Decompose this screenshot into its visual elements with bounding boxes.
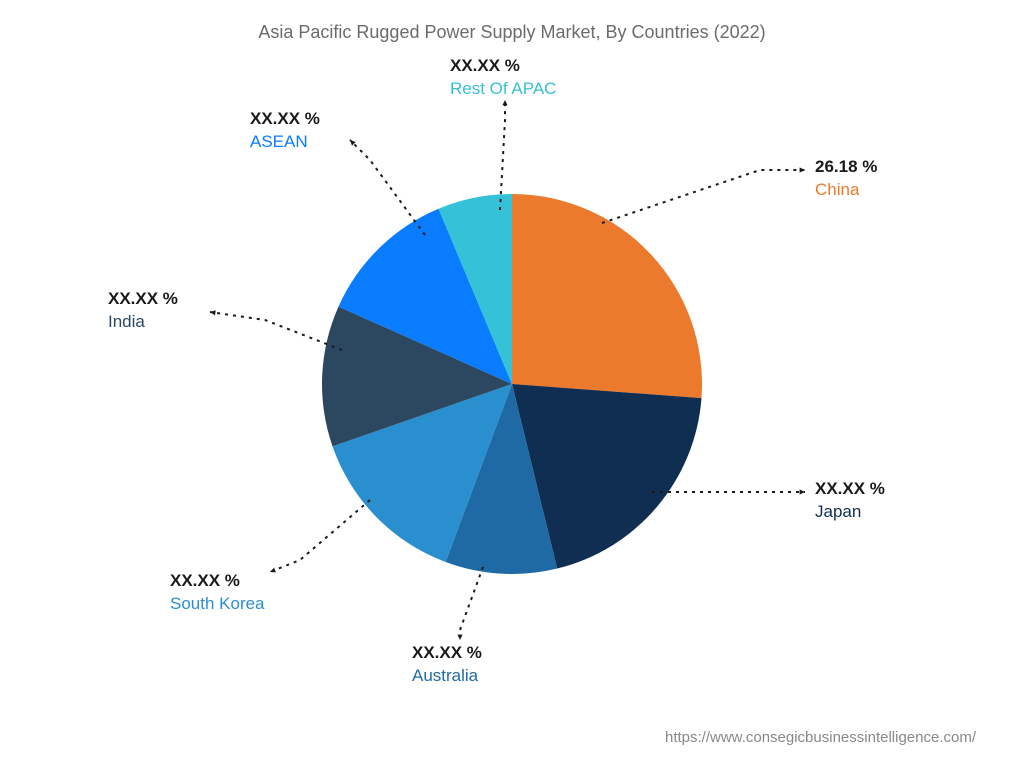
slice-label: XX.XX %Rest Of APAC: [450, 55, 556, 101]
footer-text: https://www.consegicbusinessintelligence…: [665, 729, 976, 746]
slice-name: South Korea: [170, 593, 265, 616]
leader-arrow: [457, 635, 462, 640]
slice-name: India: [108, 311, 178, 334]
leader-line: [460, 567, 483, 640]
slice-name: Japan: [815, 501, 885, 524]
leader-arrow: [800, 489, 805, 494]
chart-title: Asia Pacific Rugged Power Supply Market,…: [0, 22, 1024, 43]
slice-percent: XX.XX %: [108, 288, 178, 311]
slice-percent: XX.XX %: [450, 55, 556, 78]
slice-percent: XX.XX %: [412, 642, 482, 665]
pie-slice: [512, 194, 702, 398]
leader-arrow: [210, 310, 216, 315]
leader-arrow: [270, 568, 276, 573]
slice-name: Rest Of APAC: [450, 78, 556, 101]
slice-label: XX.XX %South Korea: [170, 570, 265, 616]
slice-name: Australia: [412, 665, 482, 688]
slice-percent: 26.18 %: [815, 156, 877, 179]
slice-label: 26.18 %China: [815, 156, 877, 202]
slice-label: XX.XX %ASEAN: [250, 108, 320, 154]
pie-svg: [322, 194, 702, 574]
pie-chart: [322, 194, 702, 574]
slice-label: XX.XX %Australia: [412, 642, 482, 688]
slice-name: China: [815, 179, 877, 202]
leader-arrow: [800, 167, 805, 172]
leader-arrow: [350, 140, 356, 146]
slice-label: XX.XX %Japan: [815, 478, 885, 524]
slice-name: ASEAN: [250, 131, 320, 154]
slice-label: XX.XX %India: [108, 288, 178, 334]
slice-percent: XX.XX %: [170, 570, 265, 593]
slice-percent: XX.XX %: [815, 478, 885, 501]
slice-percent: XX.XX %: [250, 108, 320, 131]
